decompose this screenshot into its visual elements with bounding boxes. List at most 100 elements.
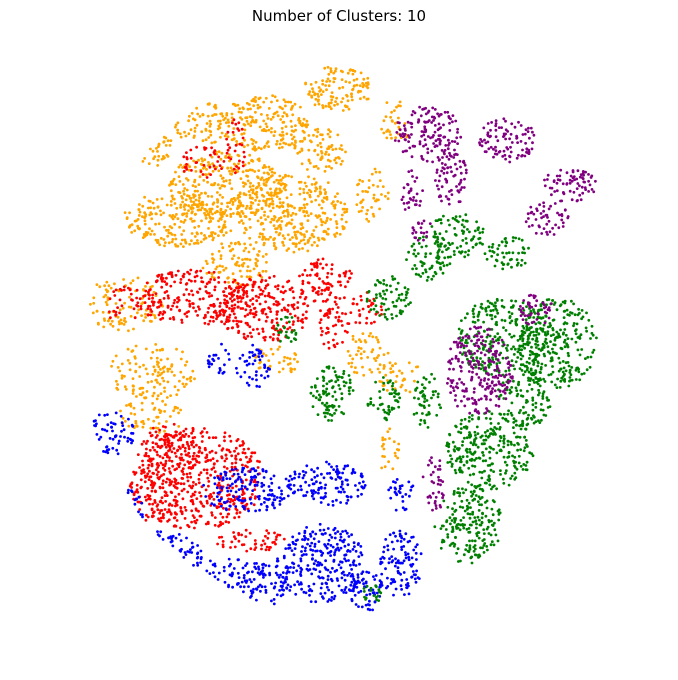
data-point bbox=[122, 428, 126, 432]
data-point bbox=[340, 78, 344, 81]
data-point bbox=[243, 155, 246, 159]
data-point bbox=[343, 544, 347, 548]
data-point bbox=[207, 227, 210, 230]
data-point bbox=[370, 350, 374, 354]
data-point bbox=[109, 286, 113, 290]
data-point bbox=[253, 192, 257, 196]
data-point bbox=[188, 472, 192, 475]
data-point bbox=[170, 450, 174, 454]
data-point bbox=[172, 177, 176, 181]
data-point bbox=[284, 547, 288, 550]
data-point bbox=[281, 205, 285, 209]
data-point bbox=[168, 510, 172, 513]
data-point bbox=[207, 362, 211, 366]
data-point bbox=[195, 145, 199, 149]
data-point bbox=[383, 465, 387, 469]
data-point bbox=[212, 305, 216, 308]
data-point bbox=[153, 501, 157, 504]
data-point bbox=[192, 136, 196, 139]
data-point bbox=[338, 476, 342, 480]
data-point bbox=[256, 472, 260, 476]
data-point bbox=[264, 184, 268, 187]
data-point bbox=[484, 307, 487, 311]
data-point bbox=[192, 306, 195, 310]
data-point bbox=[223, 280, 227, 284]
data-point bbox=[305, 202, 309, 206]
data-point bbox=[313, 287, 317, 291]
data-point bbox=[126, 439, 130, 443]
data-point bbox=[325, 585, 329, 589]
data-point bbox=[168, 459, 171, 462]
data-point bbox=[404, 389, 408, 392]
data-point bbox=[248, 325, 252, 329]
data-point bbox=[109, 316, 112, 319]
data-point bbox=[156, 415, 160, 419]
data-point bbox=[204, 448, 207, 452]
data-point bbox=[193, 520, 197, 523]
data-point bbox=[303, 136, 306, 140]
data-point bbox=[570, 299, 573, 303]
data-point bbox=[358, 313, 362, 316]
data-point bbox=[227, 281, 230, 284]
data-point bbox=[361, 332, 365, 335]
data-point bbox=[367, 179, 371, 182]
data-point bbox=[284, 183, 288, 187]
data-point bbox=[286, 280, 289, 284]
data-point bbox=[116, 366, 120, 369]
data-point bbox=[362, 582, 365, 586]
data-point bbox=[242, 289, 246, 293]
data-point bbox=[524, 318, 528, 322]
data-point bbox=[204, 192, 208, 195]
data-point bbox=[551, 299, 555, 302]
data-point bbox=[110, 319, 114, 323]
data-point bbox=[146, 466, 150, 470]
data-point bbox=[222, 565, 226, 569]
data-point bbox=[147, 297, 151, 300]
data-point bbox=[143, 216, 147, 220]
data-point bbox=[262, 576, 265, 579]
data-point bbox=[265, 370, 269, 373]
data-point bbox=[485, 313, 489, 317]
data-point bbox=[208, 129, 212, 133]
data-point bbox=[269, 310, 273, 313]
data-point bbox=[272, 333, 275, 336]
data-point bbox=[330, 591, 334, 594]
data-point bbox=[566, 313, 570, 316]
data-point bbox=[310, 494, 314, 498]
data-point bbox=[251, 188, 255, 192]
data-point bbox=[174, 273, 178, 277]
data-point bbox=[250, 451, 254, 455]
data-point bbox=[165, 477, 169, 481]
data-point bbox=[129, 438, 133, 442]
data-point bbox=[222, 160, 226, 163]
data-point bbox=[163, 386, 166, 390]
data-point bbox=[237, 515, 241, 519]
data-point bbox=[335, 222, 339, 226]
data-point bbox=[217, 219, 220, 223]
data-point bbox=[310, 541, 314, 545]
data-point bbox=[307, 484, 311, 487]
data-point bbox=[332, 71, 336, 75]
data-point bbox=[562, 310, 566, 313]
data-point bbox=[179, 206, 183, 209]
data-point bbox=[329, 70, 333, 74]
data-point bbox=[251, 302, 255, 306]
data-point bbox=[301, 282, 305, 286]
data-point bbox=[190, 486, 193, 489]
data-point bbox=[208, 215, 212, 219]
data-point bbox=[528, 357, 531, 360]
data-point bbox=[154, 292, 158, 295]
data-point bbox=[215, 495, 219, 498]
data-point bbox=[156, 158, 160, 162]
data-point bbox=[206, 180, 210, 184]
data-point bbox=[248, 185, 252, 189]
data-point bbox=[562, 373, 566, 377]
data-point bbox=[273, 95, 277, 99]
data-point bbox=[507, 369, 511, 372]
data-point bbox=[184, 198, 188, 202]
data-point bbox=[351, 548, 355, 551]
data-point bbox=[320, 292, 323, 296]
data-point bbox=[176, 481, 180, 485]
data-point bbox=[163, 464, 167, 468]
data-point bbox=[284, 289, 287, 293]
